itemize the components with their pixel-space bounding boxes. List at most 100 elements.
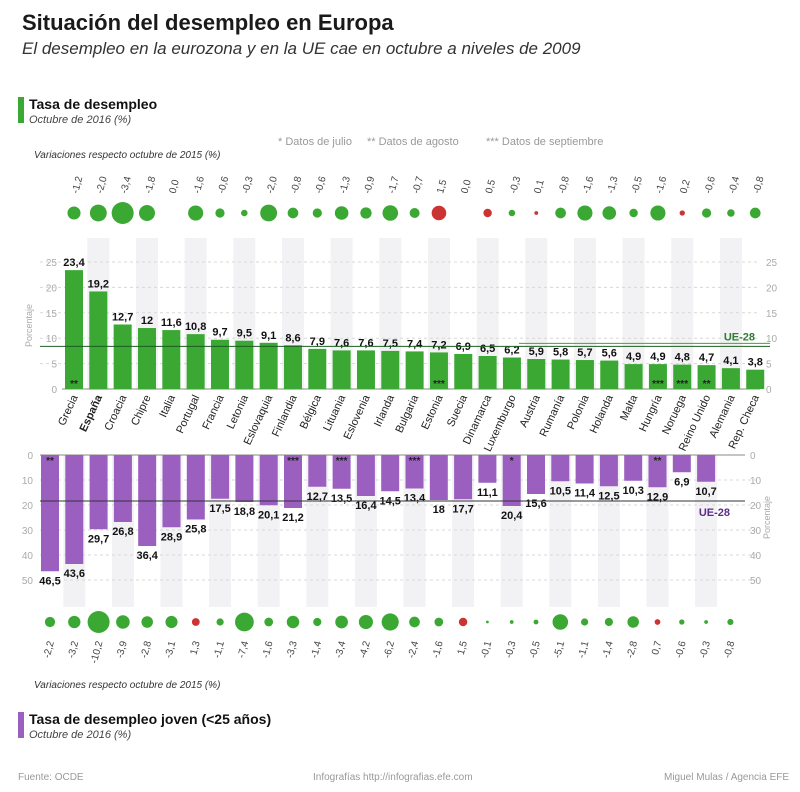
variation-circle-bottom	[116, 615, 130, 629]
bar-top	[235, 340, 254, 389]
variation-label-bottom: -0,6	[674, 640, 689, 660]
bar-marker-top: ***	[652, 379, 664, 390]
bar-marker-bottom: *	[510, 456, 514, 467]
bar-top	[648, 364, 667, 389]
bar-marker-top: **	[703, 379, 711, 390]
y-tick-label-bottom: 30	[22, 526, 34, 537]
y-tick-label-top: 20	[46, 283, 58, 294]
variation-circle-top	[382, 205, 399, 221]
stripe-bottom	[306, 455, 329, 607]
variation-label-top: Variaciones respecto octubre de 2015 (%)	[34, 150, 221, 161]
bar-top	[454, 353, 473, 389]
variation-circle-bottom	[335, 615, 348, 629]
variation-circle-top	[483, 208, 492, 218]
bar-top	[381, 350, 400, 389]
variation-label-top: -3,4	[119, 175, 134, 195]
variation-circle-top	[188, 205, 204, 221]
bar-bottom	[162, 455, 181, 528]
bar-value-label-bottom: 16,4	[355, 500, 377, 512]
bar-bottom	[478, 455, 497, 483]
footer-author: Miguel Mulas / Agencia EFE	[664, 772, 790, 783]
bar-bottom	[648, 455, 667, 488]
variation-circle-top	[334, 206, 349, 220]
category-label: Suecia	[445, 392, 470, 428]
bar-value-label-top: 10,8	[185, 321, 206, 333]
bar-bottom	[186, 455, 205, 520]
y-tick-label-top: 15	[46, 309, 58, 320]
bar-bottom	[527, 455, 545, 494]
category-label: Chipre	[129, 393, 154, 427]
bar-value-label-top: 6,9	[456, 341, 471, 353]
bar-top	[259, 342, 278, 389]
bar-value-label-bottom: 26,8	[112, 526, 133, 538]
bar-value-label-top: 4,8	[675, 352, 690, 364]
bar-top	[673, 364, 692, 389]
bar-value-label-top: 4,1	[723, 355, 738, 367]
reference-label-top: UE-28	[724, 331, 755, 343]
legend-bottom-swatch	[18, 712, 24, 738]
bar-top	[405, 351, 424, 389]
category-label: Letonia	[225, 392, 252, 431]
page-title: Situación del desempleo en Europa	[22, 10, 394, 35]
stripe-top	[719, 238, 742, 390]
variation-circle-bottom	[727, 618, 734, 626]
bar-bottom	[502, 455, 521, 506]
variation-circle-bottom	[533, 619, 539, 625]
variation-circle-bottom	[409, 616, 420, 628]
bar-marker-bottom: ***	[287, 456, 299, 467]
bar-bottom	[551, 455, 570, 482]
bar-value-label-bottom: 10,7	[695, 486, 716, 498]
bar-value-label-bottom: 28,9	[161, 531, 182, 543]
category-label: Irlanda	[372, 392, 397, 428]
variation-circle-bottom	[286, 615, 300, 629]
bar-top	[721, 368, 740, 389]
variation-label-bottom: -3,1	[163, 640, 178, 660]
variation-label-top: -1,8	[143, 175, 158, 195]
variation-circle-bottom	[627, 616, 639, 628]
bar-bottom	[235, 455, 254, 502]
variation-label-bottom: -7,4	[236, 640, 251, 660]
variation-circle-bottom	[486, 620, 489, 624]
bar-value-label-top: 7,4	[407, 338, 423, 350]
bar-value-label-bottom: 43,6	[64, 568, 85, 580]
bar-top	[186, 334, 205, 389]
variation-circle-bottom	[68, 615, 81, 629]
variation-label-bottom: 0,7	[650, 640, 664, 657]
category-label: Bélgica	[298, 392, 324, 431]
category-label: Grecia	[56, 392, 81, 427]
y-tick-label-bottom-right: 20	[750, 501, 762, 512]
stripe-top	[525, 238, 548, 390]
category-label: Malta	[618, 392, 641, 422]
variation-label-bottom: -1,6	[261, 640, 276, 660]
legend-top-subtitle: Octubre de 2016 (%)	[29, 114, 132, 126]
variation-circle-top	[577, 205, 593, 221]
variation-label-bottom: -2,8	[625, 640, 640, 660]
variation-label-top: -0,3	[508, 175, 523, 195]
variation-circle-top	[602, 206, 617, 220]
bar-top	[356, 350, 375, 389]
note-agosto: ** Datos de agosto	[367, 136, 459, 148]
variation-label-bottom: -1,1	[212, 640, 227, 660]
category-label: Holanda	[588, 392, 617, 435]
bar-bottom	[405, 455, 424, 489]
variation-label-top: 0,1	[533, 178, 547, 195]
category-label: Hungría	[637, 392, 665, 433]
bar-bottom	[381, 455, 400, 492]
bar-marker-top: ***	[433, 379, 445, 390]
bar-value-label-top: 12	[141, 315, 153, 327]
variation-label-top: -1,2	[70, 175, 85, 195]
bar-value-label-top: 5,8	[553, 347, 568, 359]
y-tick-label-top-right: 5	[766, 360, 772, 371]
bar-value-label-top: 4,7	[699, 352, 714, 364]
bar-value-label-bottom: 13,4	[404, 493, 426, 505]
bar-bottom	[65, 455, 84, 564]
y-tick-label-top: 25	[46, 258, 58, 269]
bar-value-label-bottom: 20,1	[258, 509, 279, 521]
variation-label-top: -1,6	[654, 175, 669, 195]
y-tick-label-top-right: 15	[766, 309, 778, 320]
bar-value-label-top: 6,2	[504, 345, 519, 357]
variation-label-top: -2,0	[265, 175, 280, 195]
variation-circle-top	[287, 207, 299, 219]
footer-web: Infografías http://infografias.efe.com	[313, 772, 473, 783]
variation-label-bottom: -10,2	[89, 640, 106, 665]
